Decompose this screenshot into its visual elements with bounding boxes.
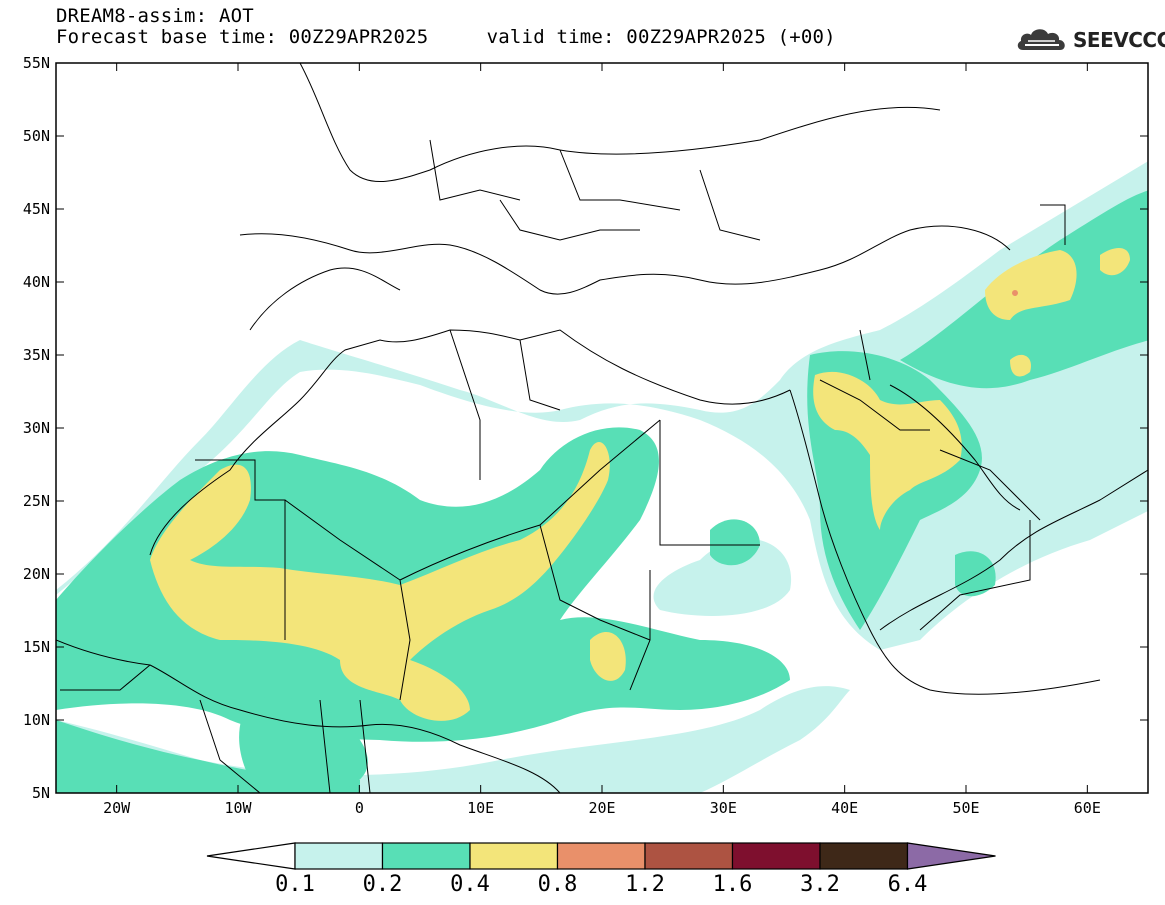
lat-tick-label: 15N	[23, 638, 50, 656]
colorbar-bin	[294, 842, 384, 870]
colorbar-high-triangle	[906, 842, 996, 870]
aot-band-0.8-spot	[1012, 290, 1018, 296]
map-title: DREAM8-assim: AOT	[56, 5, 254, 27]
colorbar: 0.1 0.2 0.4 0.8 1.2 1.6 3.2 6.4	[206, 842, 996, 897]
lon-tick-label: 0	[355, 799, 364, 817]
colorbar-level-label: 0.1	[275, 872, 315, 897]
coastlines	[56, 63, 1148, 793]
lat-tick-label: 10N	[23, 711, 50, 729]
lat-tick-label: 25N	[23, 492, 50, 510]
lon-tick-label: 60E	[1074, 799, 1101, 817]
lon-tick-label: 40E	[831, 799, 858, 817]
lon-tick-label: 30E	[710, 799, 737, 817]
lat-tick-label: 30N	[23, 419, 50, 437]
logo-text: SEEVCCC	[1073, 28, 1165, 52]
lon-tick-label: 20E	[588, 799, 615, 817]
colorbar-bin	[556, 842, 646, 870]
colorbar-bin	[731, 842, 821, 870]
lon-tick-label: 20W	[103, 799, 131, 817]
country-borders	[60, 139, 1066, 793]
aot-band-0.4	[150, 248, 1130, 721]
forecast-time-line: Forecast base time: 00Z29APR2025 valid t…	[56, 26, 836, 48]
colorbar-level-label: 1.2	[625, 872, 665, 897]
colorbar-level-label: 0.4	[450, 872, 490, 897]
axis-ticks: 20W 10W 0 10E 20E 30E 40E 50E 60E 5N 10N 15N 20N 25N 3…	[23, 54, 1148, 817]
colorbar-level-label: 6.4	[888, 872, 928, 897]
colorbar-level-label: 0.8	[538, 872, 578, 897]
colorbar-bin	[381, 842, 471, 870]
colorbar-bin	[819, 842, 909, 870]
colorbar-level-label: 0.2	[363, 872, 403, 897]
cloud-icon	[1017, 29, 1065, 50]
lon-tick-label: 10W	[224, 799, 252, 817]
lat-tick-label: 55N	[23, 54, 50, 72]
lat-tick-label: 5N	[32, 784, 50, 802]
lat-tick-label: 50N	[23, 127, 50, 145]
colorbar-bin	[469, 842, 559, 870]
lon-tick-label: 50E	[952, 799, 979, 817]
lat-tick-label: 45N	[23, 200, 50, 218]
colorbar-low-triangle	[206, 842, 296, 870]
colorbar-bin	[644, 842, 734, 870]
lat-tick-label: 20N	[23, 565, 50, 583]
colorbar-level-label: 3.2	[800, 872, 840, 897]
seevccc-logo: SEEVCCC	[1015, 24, 1165, 54]
colorbar-level-label: 1.6	[713, 872, 753, 897]
lat-tick-label: 40N	[23, 273, 50, 291]
lon-tick-label: 10E	[467, 799, 494, 817]
lat-tick-label: 35N	[23, 346, 50, 364]
